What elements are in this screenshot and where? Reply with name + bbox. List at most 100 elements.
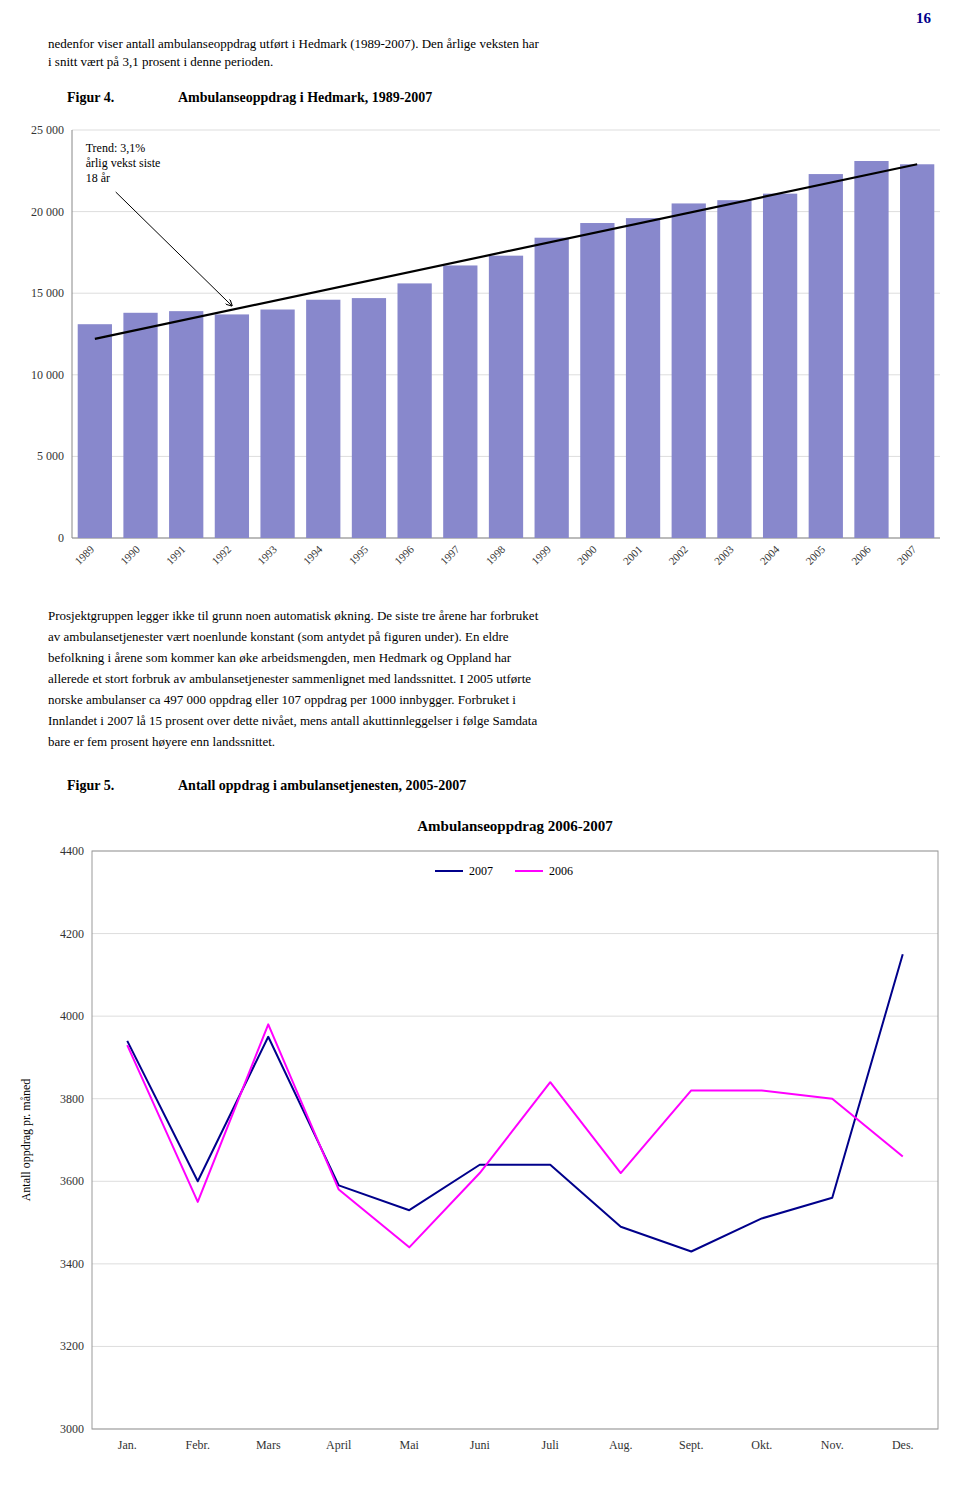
- x-tick-label: 1990: [118, 543, 142, 567]
- trend-line: [95, 164, 917, 339]
- body-text: bare er fem prosent høyere enn landssnit…: [48, 734, 275, 750]
- x-tick-label: Febr.: [186, 1438, 210, 1452]
- body-text: allerede et stort forbruk av ambulansetj…: [48, 671, 531, 687]
- legend: 2007 2006: [435, 864, 573, 878]
- y-axis-label: Antall oppdrag pr. måned: [19, 1079, 33, 1202]
- y-tick-label: 4400: [60, 844, 84, 858]
- y-tick-label: 25 000: [31, 123, 64, 137]
- x-tick-label: Juli: [542, 1438, 560, 1452]
- y-tick-label: 3200: [60, 1339, 84, 1353]
- bar: [809, 174, 843, 538]
- body-text: befolkning i årene som kommer kan øke ar…: [48, 650, 511, 666]
- x-tick-label: 2005: [803, 543, 827, 567]
- caption: Ambulanseoppdrag i Hedmark, 1989-2007: [178, 90, 432, 106]
- caption-label: Figur 4.: [67, 90, 114, 106]
- x-tick-label: 2002: [666, 543, 690, 567]
- legend-label: 2007: [469, 864, 493, 878]
- annotation: Trend: 3,1%årlig vekst siste18 år: [86, 141, 161, 185]
- grid-line: [92, 1098, 938, 1099]
- annotation-arrow: [116, 192, 232, 306]
- x-tick-label: April: [326, 1438, 352, 1452]
- bar: [169, 311, 203, 538]
- y-tick-label: 5 000: [37, 449, 64, 463]
- legend-label: 2006: [549, 864, 573, 878]
- x-tick-label: 1989: [72, 543, 96, 567]
- caption: Antall oppdrag i ambulansetjenesten, 200…: [178, 778, 466, 794]
- x-tick-label: Sept.: [679, 1438, 703, 1452]
- figure-5-chart: Ambulanseoppdrag 2006-2007 3000 3200 3400 36…: [0, 805, 960, 1485]
- page-number: 16: [916, 10, 931, 27]
- x-tick-label: 1995: [346, 543, 370, 567]
- x-tick-label: 1999: [529, 543, 553, 567]
- grid-line: [92, 1016, 938, 1017]
- bar: [626, 218, 660, 538]
- y-tick-label: 4200: [60, 927, 84, 941]
- bar: [717, 200, 751, 538]
- bar: [535, 238, 569, 538]
- legend-swatch: [435, 870, 463, 872]
- grid-line: [92, 1181, 938, 1182]
- y-tick-label: 0: [58, 531, 64, 545]
- x-tick-label: Nov.: [821, 1438, 844, 1452]
- grid-line: [92, 933, 938, 934]
- intro-text: i snitt vært på 3,1 prosent i denne peri…: [48, 54, 273, 70]
- x-tick-label: 1991: [164, 543, 188, 567]
- bar: [398, 283, 432, 538]
- bar: [672, 203, 706, 538]
- x-tick-label: 1997: [438, 543, 462, 567]
- bar: [78, 324, 112, 538]
- bar: [580, 223, 614, 538]
- y-tick-label: 3600: [60, 1174, 84, 1188]
- line-series: [127, 954, 903, 1251]
- x-tick-label: 2007: [895, 543, 919, 567]
- x-tick-label: 1994: [301, 543, 325, 567]
- annotation-line: årlig vekst siste: [86, 156, 161, 170]
- x-tick-label: Des.: [892, 1438, 914, 1452]
- bar: [900, 164, 934, 538]
- body-text: norske ambulanser ca 497 000 oppdrag ell…: [48, 692, 516, 708]
- chart-title: Ambulanseoppdrag 2006-2007: [417, 818, 613, 834]
- x-tick-label: 1993: [255, 543, 279, 567]
- bar: [260, 310, 294, 538]
- grid-line: [72, 130, 940, 131]
- bar: [215, 314, 249, 538]
- x-tick-label: Aug.: [609, 1438, 633, 1452]
- y-tick-label: 10 000: [31, 368, 64, 382]
- bar: [443, 265, 477, 538]
- figure-4-chart: 05 00010 00015 00020 00025 0001989199019…: [0, 115, 960, 600]
- bar: [306, 300, 340, 538]
- x-tick-label: 2000: [575, 543, 599, 567]
- plot-area: [78, 161, 935, 538]
- body-text: Innlandet i 2007 lå 15 prosent over dett…: [48, 713, 537, 729]
- caption-label: Figur 5.: [67, 778, 114, 794]
- bar: [352, 298, 386, 538]
- bar: [489, 256, 523, 538]
- bar: [123, 313, 157, 538]
- y-axis-line: [72, 130, 73, 538]
- annotation-line: Trend: 3,1%: [86, 141, 146, 155]
- x-tick-label: 2003: [712, 543, 736, 567]
- x-tick-label: Mai: [400, 1438, 420, 1452]
- body-text: av ambulansetjenester vært noenlunde kon…: [48, 629, 509, 645]
- legend-swatch: [515, 870, 543, 872]
- grid-line: [92, 1263, 938, 1264]
- body-text: Prosjektgruppen legger ikke til grunn no…: [48, 608, 538, 624]
- y-tick-label: 3800: [60, 1092, 84, 1106]
- plot-frame: [92, 851, 938, 1429]
- x-tick-label: 1998: [483, 543, 507, 567]
- x-tick-label: Juni: [470, 1438, 491, 1452]
- x-tick-label: Okt.: [751, 1438, 772, 1452]
- bar: [854, 161, 888, 538]
- x-tick-label: Jan.: [118, 1438, 137, 1452]
- annotation-line: 18 år: [86, 171, 110, 185]
- x-tick-label: 2006: [849, 543, 873, 567]
- y-tick-label: 3400: [60, 1257, 84, 1271]
- y-tick-label: 20 000: [31, 205, 64, 219]
- plot-area: [127, 954, 903, 1251]
- y-tick-label: 4000: [60, 1009, 84, 1023]
- grid-line: [92, 1346, 938, 1347]
- x-tick-label: 1996: [392, 543, 416, 567]
- x-tick-label: Mars: [256, 1438, 281, 1452]
- intro-text: nedenfor viser antall ambulanseoppdrag u…: [48, 36, 539, 52]
- y-tick-label: 3000: [60, 1422, 84, 1436]
